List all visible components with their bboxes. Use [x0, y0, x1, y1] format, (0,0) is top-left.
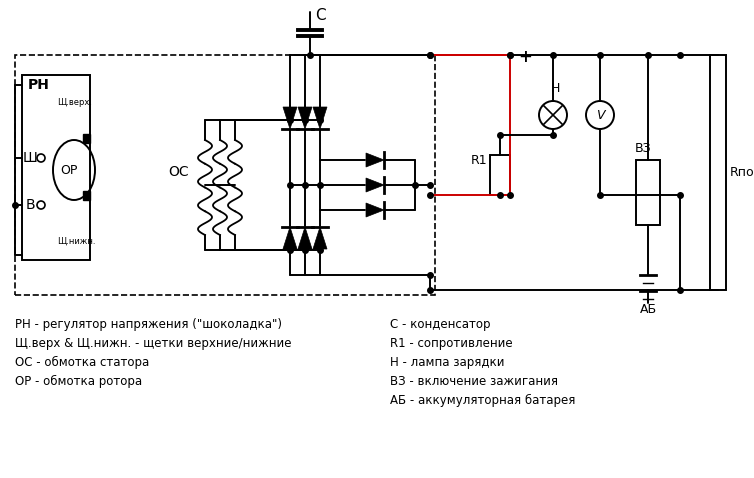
Text: Н - лампа зарядки: Н - лампа зарядки [390, 356, 504, 369]
Text: Н: Н [550, 82, 559, 95]
Text: R1: R1 [470, 153, 487, 166]
Text: ОР: ОР [60, 163, 78, 176]
Polygon shape [283, 107, 297, 129]
Bar [22, 75, 90, 260]
Text: ВЗ: ВЗ [635, 142, 651, 155]
Text: РН: РН [28, 78, 50, 92]
Text: Rпотребители: Rпотребители [730, 165, 754, 179]
Bar [710, 55, 726, 290]
Text: РН - регулятор напряжения ("шоколадка"): РН - регулятор напряжения ("шоколадка") [15, 318, 282, 331]
Text: ОР - обмотка ротора: ОР - обмотка ротора [15, 375, 142, 388]
Text: В: В [25, 198, 35, 212]
Text: АБ: АБ [639, 303, 657, 316]
Text: V: V [596, 109, 604, 121]
Text: Щ.нижн.: Щ.нижн. [57, 237, 96, 246]
Text: ВЗ - включение зажигания: ВЗ - включение зажигания [390, 375, 558, 388]
Polygon shape [298, 107, 312, 129]
Polygon shape [298, 227, 312, 249]
Polygon shape [313, 227, 327, 249]
Text: АБ - аккумуляторная батарея: АБ - аккумуляторная батарея [390, 394, 575, 407]
Polygon shape [366, 153, 384, 167]
Text: Щ.верх.: Щ.верх. [57, 98, 92, 107]
Polygon shape [313, 107, 327, 129]
Text: ОС - обмотка статора: ОС - обмотка статора [15, 356, 149, 369]
Polygon shape [366, 178, 384, 192]
Bar [83, 191, 90, 200]
Text: ОС: ОС [168, 165, 188, 179]
Bar [83, 134, 90, 143]
Polygon shape [366, 203, 384, 217]
Text: Ш: Ш [23, 151, 38, 165]
Text: С - конденсатор: С - конденсатор [390, 318, 491, 331]
Bar [15, 55, 435, 295]
Polygon shape [283, 227, 297, 249]
Text: С: С [315, 8, 326, 23]
Text: +: + [518, 48, 532, 66]
Text: Щ.верх & Щ.нижн. - щетки верхние/нижние: Щ.верх & Щ.нижн. - щетки верхние/нижние [15, 337, 292, 350]
Text: R1 - сопротивление: R1 - сопротивление [390, 337, 513, 350]
Bar [490, 155, 510, 195]
Bar [636, 160, 660, 225]
